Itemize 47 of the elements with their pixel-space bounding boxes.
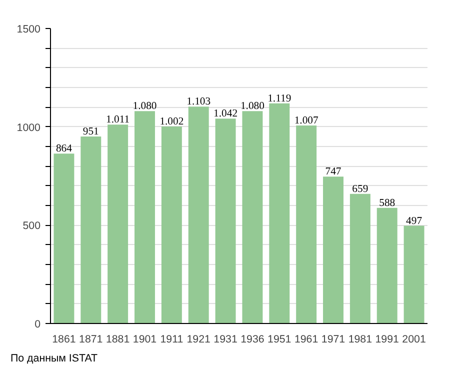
x-tick-label: 1991 bbox=[375, 334, 400, 346]
x-tick-label: 1911 bbox=[160, 334, 184, 346]
x-tick-label: 1936 bbox=[240, 334, 264, 346]
x-tick-label: 1901 bbox=[132, 334, 157, 346]
bar bbox=[134, 111, 155, 324]
y-tick-label: 500 bbox=[22, 220, 41, 232]
data-label: 951 bbox=[82, 126, 99, 138]
y-tick-label: 1000 bbox=[16, 122, 41, 134]
bar bbox=[215, 118, 236, 324]
x-tick-label: 1931 bbox=[214, 334, 238, 346]
data-label: 747 bbox=[325, 166, 342, 178]
data-label: 1.103 bbox=[186, 96, 211, 108]
x-tick-label: 1871 bbox=[79, 334, 103, 346]
data-label: 1.080 bbox=[240, 101, 264, 112]
bar bbox=[161, 126, 182, 324]
bar bbox=[404, 226, 424, 324]
bar bbox=[54, 154, 74, 324]
x-tick-label: 2001 bbox=[402, 334, 426, 346]
data-label: 1.002 bbox=[160, 116, 184, 128]
x-tick-label: 1981 bbox=[348, 334, 372, 346]
x-tick-label: 1971 bbox=[321, 334, 346, 346]
bar bbox=[108, 124, 128, 324]
bar bbox=[296, 125, 317, 324]
data-label: 1.080 bbox=[132, 101, 157, 112]
bar bbox=[269, 103, 290, 324]
y-tick-label: 0 bbox=[34, 318, 41, 330]
x-tick-label: 1951 bbox=[268, 334, 292, 346]
x-tick-label: 1961 bbox=[294, 334, 318, 346]
data-label: 1.007 bbox=[294, 115, 319, 126]
y-tick-label: 1500 bbox=[16, 24, 41, 36]
data-label: 659 bbox=[352, 184, 368, 195]
bar bbox=[188, 106, 209, 324]
data-label: 1.011 bbox=[106, 114, 130, 126]
data-label: 1.119 bbox=[268, 93, 292, 104]
data-label: 588 bbox=[379, 198, 396, 209]
text: По данным ISTAT bbox=[10, 352, 98, 364]
bar bbox=[323, 176, 344, 324]
x-tick-label: 1921 bbox=[186, 334, 211, 346]
x-tick-label: 1861 bbox=[52, 334, 76, 346]
data-label: 497 bbox=[406, 216, 423, 227]
bar bbox=[376, 208, 398, 324]
x-tick-label: 1881 bbox=[106, 334, 130, 346]
data-label: 864 bbox=[56, 144, 73, 155]
bar bbox=[80, 136, 102, 324]
data-label: 1.042 bbox=[214, 108, 238, 120]
bar bbox=[242, 111, 263, 324]
bar bbox=[350, 194, 370, 324]
